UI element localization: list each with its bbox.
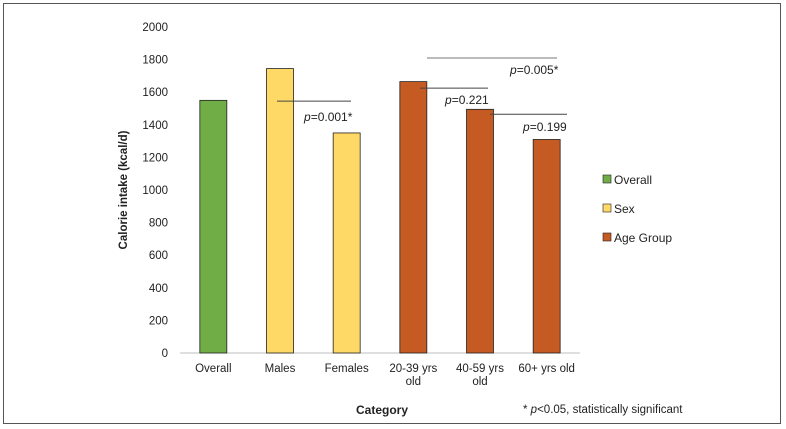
legend-label: Sex: [614, 202, 635, 216]
x-tick-label: Females: [325, 363, 369, 375]
y-tick-label: 800: [149, 218, 168, 230]
bar-males: [266, 68, 294, 354]
y-tick-label: 2000: [142, 22, 168, 34]
legend-swatch: [602, 232, 612, 242]
p-value-label: p=0.199: [522, 120, 567, 134]
bar-females: [332, 132, 361, 354]
y-tick-label: 1600: [142, 87, 168, 99]
y-tick-label: 600: [149, 250, 168, 262]
y-tick-label: 1800: [142, 55, 168, 67]
y-tick-label: 1200: [142, 152, 168, 164]
bar-60-yrs-old: [532, 139, 561, 354]
footnote: * p<0.05, statistically significant: [523, 404, 683, 416]
legend-label: Age Group: [614, 231, 672, 245]
y-tick-label: 200: [149, 315, 168, 327]
y-tick-label: 1400: [142, 120, 168, 132]
x-tick-label: 60+ yrs old: [518, 363, 575, 375]
legend-swatch: [602, 174, 612, 184]
x-tick-label: 20-39 yrs old: [389, 363, 437, 388]
x-axis-label: Category: [356, 403, 408, 417]
y-tick-label: 400: [149, 283, 168, 295]
legend-label: Overall: [614, 173, 652, 187]
chart-frame: [3, 3, 781, 424]
y-tick-label: 1000: [142, 185, 168, 197]
bar-20-39-yrs-old: [399, 81, 428, 354]
bar-overall: [199, 99, 228, 354]
legend-swatch: [602, 203, 612, 213]
p-value-label: p=0.005*: [509, 63, 559, 77]
p-value-label: p=0.001*: [303, 110, 353, 124]
y-axis-label: Calorie intake (kcal/d): [118, 130, 130, 249]
x-tick-label: 40-59 yrs old: [456, 363, 504, 388]
y-tick-label: 0: [162, 348, 168, 360]
x-tick-label: Males: [265, 363, 296, 375]
x-tick-label: Overall: [195, 363, 231, 375]
p-value-label: p=0.221: [444, 93, 489, 107]
bar-40-59-yrs-old: [466, 108, 494, 354]
